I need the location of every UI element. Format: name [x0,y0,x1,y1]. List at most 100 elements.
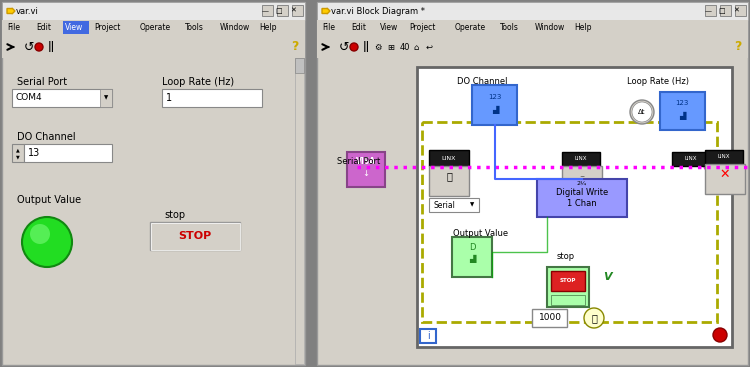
Text: ||: || [48,41,56,52]
Text: Operate: Operate [140,23,170,33]
FancyBboxPatch shape [317,20,748,36]
Text: Project: Project [409,23,435,33]
Text: Edit: Edit [351,23,366,33]
FancyBboxPatch shape [429,166,469,196]
Text: Output Value: Output Value [453,229,509,238]
FancyBboxPatch shape [2,20,305,36]
Text: ⌂: ⌂ [413,43,419,51]
FancyBboxPatch shape [720,5,731,16]
FancyBboxPatch shape [295,58,304,364]
Text: Tools: Tools [185,23,204,33]
Text: 123: 123 [488,94,502,100]
FancyBboxPatch shape [317,2,748,20]
FancyBboxPatch shape [162,89,262,107]
Text: 13: 13 [28,148,40,158]
FancyBboxPatch shape [735,5,746,16]
Text: DO Channel: DO Channel [17,132,76,142]
FancyBboxPatch shape [705,164,745,194]
Text: 1000: 1000 [538,313,562,323]
FancyBboxPatch shape [2,2,305,20]
Circle shape [630,100,654,124]
Text: Serial Port: Serial Port [337,157,380,166]
FancyBboxPatch shape [417,67,732,347]
Text: D
▟: D ▟ [469,243,476,263]
FancyBboxPatch shape [705,150,743,164]
Text: ?: ? [734,40,742,54]
Text: Project: Project [94,23,120,33]
Text: LINX: LINX [685,156,698,161]
FancyBboxPatch shape [347,152,385,187]
Text: View: View [65,23,83,33]
FancyBboxPatch shape [452,237,492,277]
Text: COM4: COM4 [15,94,42,102]
Text: File: File [7,23,20,33]
Text: ?: ? [291,40,298,54]
Text: Operate: Operate [454,23,486,33]
FancyBboxPatch shape [295,58,304,73]
Text: □: □ [276,8,282,14]
Text: ✕: ✕ [733,8,739,14]
Text: var.vi: var.vi [16,7,39,15]
FancyBboxPatch shape [660,92,705,130]
Text: STOP: STOP [560,279,576,283]
FancyBboxPatch shape [2,36,305,58]
FancyBboxPatch shape [12,144,24,162]
Circle shape [350,43,358,51]
FancyBboxPatch shape [420,329,436,343]
Text: □: □ [718,8,725,14]
FancyBboxPatch shape [562,152,600,166]
Text: ⏱: ⏱ [591,313,597,323]
Text: stop: stop [164,210,185,220]
Text: Tools: Tools [500,23,519,33]
FancyBboxPatch shape [672,152,710,166]
Text: Loop Rate (Hz): Loop Rate (Hz) [627,77,689,86]
Text: LINX: LINX [442,156,456,160]
Text: ↺: ↺ [339,40,350,54]
Text: Output Value: Output Value [17,195,81,205]
Text: Loop Rate (Hz): Loop Rate (Hz) [162,77,234,87]
FancyBboxPatch shape [262,5,273,16]
Text: i: i [427,331,429,341]
Text: ▼: ▼ [16,154,20,159]
Circle shape [584,308,604,328]
Text: File: File [322,23,335,33]
FancyBboxPatch shape [317,36,748,58]
Text: ⚙: ⚙ [374,43,382,51]
Text: var.vi Block Diagram *: var.vi Block Diagram * [331,7,425,15]
Text: ↩: ↩ [426,43,433,51]
FancyBboxPatch shape [24,144,112,162]
Text: 🔧: 🔧 [446,171,452,181]
Circle shape [593,164,601,171]
Text: Help: Help [574,23,592,33]
Text: ↓: ↓ [362,170,370,178]
Text: Serial Port: Serial Port [17,77,68,87]
Text: DO Channel: DO Channel [457,77,508,86]
Text: ||: || [363,41,370,52]
Text: View: View [380,23,398,33]
Text: ▼: ▼ [470,203,474,207]
Circle shape [30,224,50,244]
Text: 40: 40 [400,43,410,51]
Text: ▟: ▟ [679,110,686,120]
Text: ✕: ✕ [720,167,730,181]
FancyBboxPatch shape [532,309,567,327]
Text: —: — [704,8,712,14]
FancyBboxPatch shape [429,150,469,166]
Text: LINX: LINX [574,156,587,161]
Text: 123: 123 [675,100,688,106]
Circle shape [704,164,710,171]
FancyBboxPatch shape [151,223,240,250]
FancyBboxPatch shape [2,2,305,365]
FancyBboxPatch shape [562,166,602,194]
Text: stop: stop [557,252,575,261]
Text: Serial: Serial [433,200,454,210]
Text: Window: Window [220,23,250,33]
Text: Digital Write
1 Chan: Digital Write 1 Chan [556,188,608,208]
Text: Window: Window [535,23,565,33]
FancyArrow shape [322,8,330,14]
Text: Help: Help [260,23,277,33]
FancyArrow shape [7,8,15,14]
Text: ▟: ▟ [492,105,498,113]
Text: VISA: VISA [356,157,376,167]
FancyBboxPatch shape [292,5,303,16]
